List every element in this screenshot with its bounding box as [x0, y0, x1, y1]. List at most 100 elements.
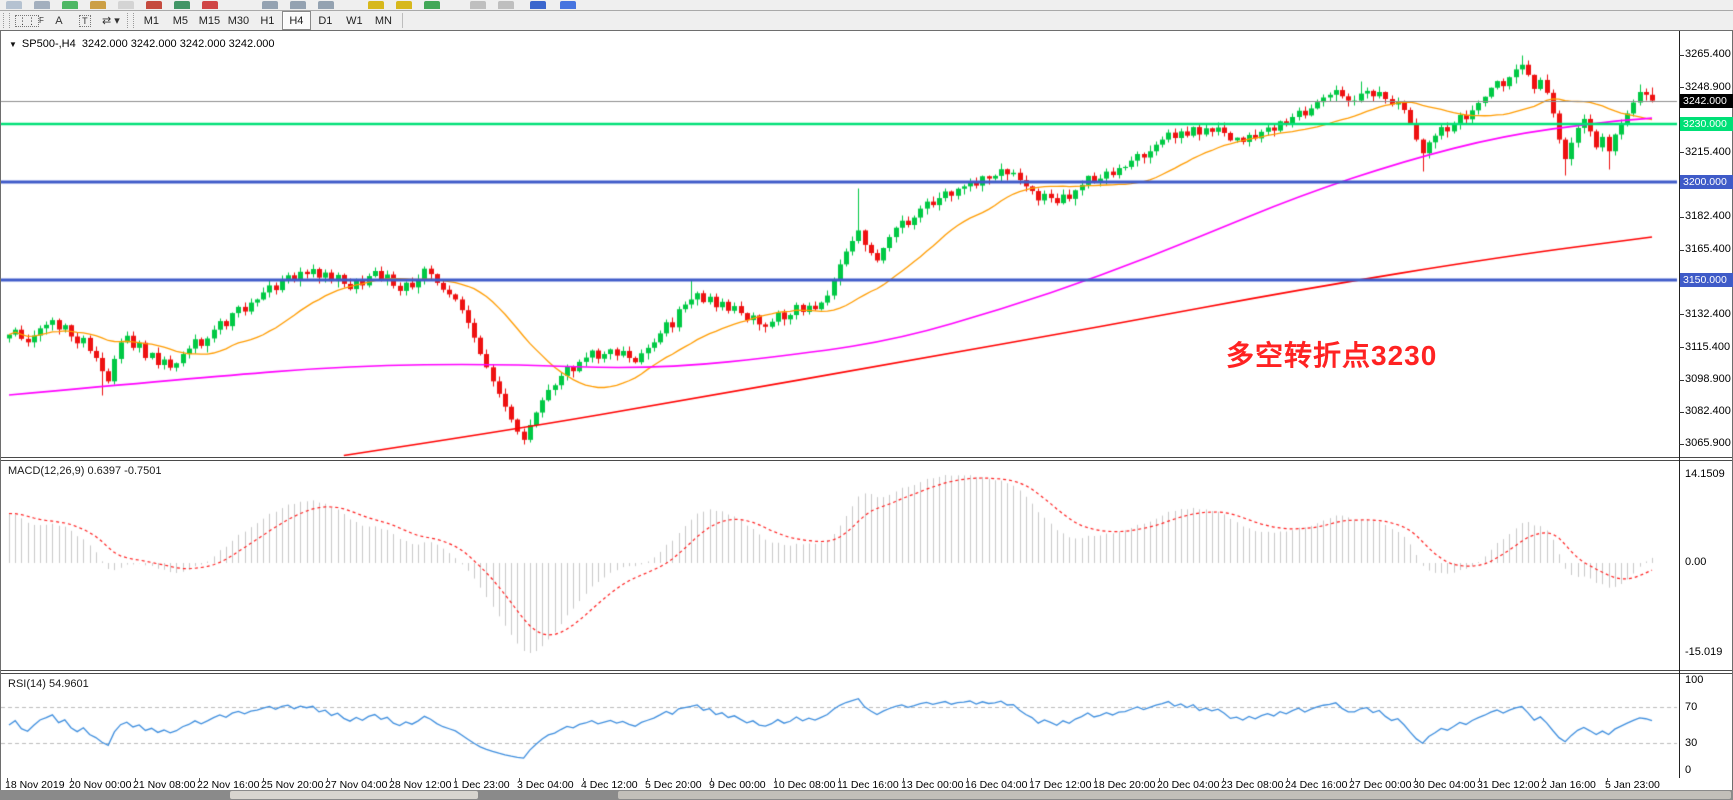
price-tick-label: 3248.900	[1685, 80, 1731, 93]
toolbar-icon-fragment[interactable]	[368, 1, 384, 9]
toolbar-icon-fragment[interactable]	[34, 1, 50, 9]
timeframe-button-MN[interactable]: MN	[374, 14, 392, 27]
time-axis-tick	[71, 778, 72, 781]
cursor-mode-button[interactable]: ⋮⋮ F	[14, 11, 45, 30]
time-tick-label: 5 Jan 23:00	[1605, 779, 1660, 791]
price-tick-label: 3265.400	[1685, 48, 1731, 61]
time-tick-label: 2 Jan 16:00	[1541, 779, 1596, 791]
time-axis-tick	[1159, 778, 1160, 781]
toolbar-icon-fragment[interactable]	[470, 1, 486, 9]
time-axis[interactable]: 18 Nov 2019 20 Nov 00:00 21 Nov 08:00 22 No…	[1, 778, 1732, 791]
toolbar-icon-fragment[interactable]	[498, 1, 514, 9]
price-badge-3200.000: 3200.000	[1680, 175, 1733, 190]
time-axis-tick	[1415, 778, 1416, 781]
time-axis-tick	[711, 778, 712, 781]
grid-icon: ⋮⋮	[15, 14, 39, 27]
time-axis-tick	[199, 778, 200, 781]
toolbar-icon-fragment[interactable]	[560, 1, 576, 9]
toolbar-icon-fragment[interactable]	[146, 1, 162, 9]
time-axis-tick	[135, 778, 136, 781]
time-axis-tick	[903, 778, 904, 781]
price-badge-3242.000: 3242.000	[1680, 93, 1733, 108]
timeframe-button-W1[interactable]: W1	[346, 14, 363, 27]
toolbar-icon-fragment[interactable]	[90, 1, 106, 9]
time-tick-label: 20 Nov 00:00	[69, 779, 132, 791]
time-axis-tick	[1223, 778, 1224, 781]
time-tick-label: 27 Dec 00:00	[1349, 779, 1412, 791]
time-axis-tick	[263, 778, 264, 781]
text-label-button[interactable]: A	[55, 14, 63, 27]
price-axis-tick	[1679, 347, 1684, 348]
toolbar-grip[interactable]	[126, 13, 134, 28]
price-axis-tick	[1679, 87, 1684, 88]
macd-panel: MACD(12,26,9) 0.6397 -0.7501 14.1509 0.00…	[1, 461, 1732, 670]
time-axis-tick	[1031, 778, 1032, 781]
toolbar-icon-fragment[interactable]	[202, 1, 218, 9]
panel-separator[interactable]	[1, 457, 1732, 461]
time-tick-label: 25 Nov 20:00	[261, 779, 324, 791]
rsi-tick-label: 0	[1685, 763, 1692, 776]
timeframe-button-M5[interactable]: M5	[172, 14, 189, 27]
time-axis-tick	[583, 778, 584, 781]
rsi-tick-label: 30	[1685, 736, 1698, 749]
toolbar-icon-fragment[interactable]	[396, 1, 412, 9]
chart-text-annotation[interactable]: 多空转折点3230	[1226, 340, 1438, 371]
toolbar-icon-fragment[interactable]	[118, 1, 134, 9]
time-axis-tick	[1095, 778, 1096, 781]
macd-label: MACD(12,26,9) 0.6397 -0.7501	[8, 465, 162, 477]
timeframe-button-M1[interactable]: M1	[143, 14, 160, 27]
chart-dropdown-icon[interactable]: ▼	[9, 40, 17, 49]
macd-tick-label: 14.1509	[1685, 468, 1725, 480]
time-axis-tick	[1543, 778, 1544, 781]
rsi-chart-canvas[interactable]	[1, 674, 1679, 778]
toolbar-icon-fragment[interactable]	[530, 1, 546, 9]
time-tick-label: 21 Nov 08:00	[133, 779, 196, 791]
draw-tools-button[interactable]: ⇄ ▾	[101, 15, 120, 27]
price-axis-tick	[1679, 444, 1684, 445]
price-panel: ▼ SP500-,H4 3242.000 3242.000 3242.000 32…	[1, 31, 1732, 457]
toolbar-icon-fragment[interactable]	[262, 1, 278, 9]
toolbar-icon-fragment[interactable]	[174, 1, 190, 9]
timeframe-button-M30[interactable]: M30	[227, 14, 250, 27]
time-tick-label: 9 Dec 00:00	[709, 779, 766, 791]
time-axis-tick	[7, 778, 8, 781]
time-tick-label: 27 Nov 04:00	[325, 779, 388, 791]
macd-tick-label: 0.00	[1685, 556, 1707, 568]
time-tick-label: 10 Dec 08:00	[773, 779, 836, 791]
time-axis-tick	[839, 778, 840, 781]
toolbar-grip[interactable]	[3, 13, 10, 28]
price-tick-label: 3182.400	[1685, 210, 1731, 223]
time-axis-tick	[1287, 778, 1288, 781]
time-axis-tick	[391, 778, 392, 781]
time-axis-tick	[1479, 778, 1480, 781]
time-tick-label: 3 Dec 04:00	[517, 779, 574, 791]
panel-separator[interactable]	[1, 670, 1732, 674]
price-chart-canvas[interactable]	[1, 31, 1679, 457]
chart-title: ▼ SP500-,H4 3242.000 3242.000 3242.000 32…	[9, 38, 275, 50]
rsi-panel: RSI(14) 54.9601 100 70 30 0	[1, 674, 1732, 778]
symbol-period-label: SP500-,H4	[21, 38, 76, 50]
toolbar-icon-fragment[interactable]	[424, 1, 440, 9]
text-tool-button[interactable]: T	[73, 11, 97, 30]
toolbar-icon-fragment[interactable]	[6, 1, 22, 9]
macd-chart-canvas[interactable]	[1, 461, 1679, 670]
timeframe-group: M1 M5 M15 M30 H1 H4 D1 W1 MN	[137, 11, 398, 30]
time-axis-tick	[1607, 778, 1608, 781]
toolbar-icon-fragment[interactable]	[290, 1, 306, 9]
toolbar-separator	[401, 13, 403, 28]
price-tick-label: 3215.400	[1685, 145, 1731, 158]
timeframe-button-D1[interactable]: D1	[318, 14, 333, 27]
time-axis-tick	[327, 778, 328, 781]
bottom-strip-segment	[618, 791, 1731, 799]
timeframe-button-M15[interactable]: M15	[198, 14, 221, 27]
time-tick-label: 16 Dec 04:00	[965, 779, 1028, 791]
time-tick-label: 17 Dec 12:00	[1029, 779, 1092, 791]
macd-tick-label: -15.019	[1685, 646, 1723, 658]
toolbar-icon-fragment[interactable]	[318, 1, 334, 9]
price-axis-tick	[1679, 412, 1684, 413]
price-tick-label: 3165.400	[1685, 243, 1731, 256]
timeframe-button-H4[interactable]: H4	[281, 11, 311, 30]
time-tick-label: 23 Dec 08:00	[1221, 779, 1284, 791]
timeframe-button-H1[interactable]: H1	[260, 14, 275, 27]
toolbar-icon-fragment[interactable]	[62, 1, 78, 9]
